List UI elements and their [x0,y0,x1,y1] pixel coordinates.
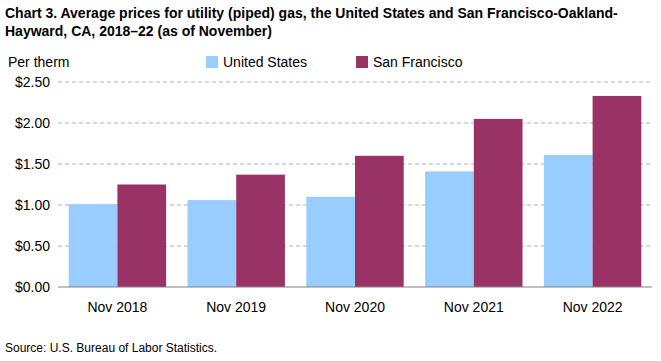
bar [69,204,118,287]
bars [69,96,642,287]
x-axis-line [58,287,652,288]
x-tick-label: Nov 2018 [87,299,147,315]
x-tick-label: Nov 2022 [563,299,623,315]
y-tick-label: $2.50 [15,74,50,90]
grid-line [58,82,652,83]
x-tick-label: Nov 2021 [444,299,504,315]
bar [236,175,285,287]
y-axis-label: Per therm [8,54,69,70]
bar [187,200,236,287]
legend-label: United States [223,54,307,70]
bar [474,119,523,287]
chart-svg: Per therm $0.00 $0.50 $1.00 $1.50 $2.00 $2.50 N… [0,0,661,361]
legend-label: San Francisco [373,54,463,70]
chart-title: Chart 3. Average prices for utility (pip… [5,4,655,40]
y-tick-label: $0.00 [15,279,50,295]
y-tick-label: $1.00 [15,197,50,213]
y-tick-label: $1.50 [15,156,50,172]
bar [425,171,474,287]
bar [306,197,355,287]
legend-swatch [206,56,218,68]
grid-line [58,123,652,124]
bar [593,96,642,287]
bar [544,155,593,287]
y-tick-label: $0.50 [15,238,50,254]
legend-swatch [356,56,368,68]
x-tick-label: Nov 2019 [206,299,266,315]
bar [355,156,404,287]
source-note: Source: U.S. Bureau of Labor Statistics. [5,341,217,355]
bar [117,185,166,288]
y-tick-label: $2.00 [15,115,50,131]
x-tick-label: Nov 2020 [325,299,385,315]
